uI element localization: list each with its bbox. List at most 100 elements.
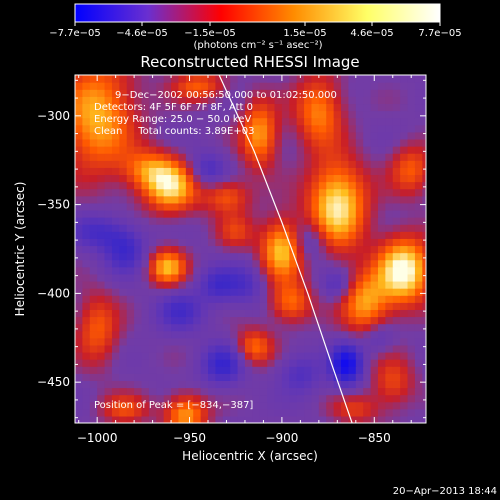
heatmap-cell: [385, 415, 394, 423]
heatmap-cell: [281, 288, 290, 296]
heatmap-cell: [237, 366, 246, 374]
heatmap-cell: [392, 96, 401, 105]
heatmap-cell: [89, 238, 98, 247]
heatmap-cell: [134, 89, 143, 97]
heatmap-cell: [392, 103, 401, 112]
heatmap-cell: [296, 110, 305, 119]
heatmap-cell: [97, 231, 106, 239]
heatmap-cell: [363, 131, 372, 140]
heatmap-cell: [237, 387, 246, 396]
heatmap-cell: [400, 202, 409, 211]
heatmap-cell: [178, 302, 187, 310]
heatmap-cell: [274, 280, 283, 289]
heatmap-cell: [185, 231, 194, 239]
heatmap-cell: [82, 181, 91, 190]
heatmap-cell: [185, 351, 194, 360]
heatmap-cell: [193, 217, 202, 225]
heatmap-cell: [311, 167, 320, 176]
heatmap-cell: [97, 217, 106, 225]
heatmap-cell: [119, 359, 128, 367]
heatmap-cell: [274, 124, 283, 133]
heatmap-cell: [104, 394, 113, 403]
heatmap-cell: [355, 89, 364, 97]
heatmap-cell: [193, 231, 202, 239]
heatmap-cell: [222, 117, 231, 126]
heatmap-cell: [304, 181, 313, 190]
heatmap-cell: [230, 153, 239, 161]
heatmap-cell: [318, 337, 327, 346]
heatmap-cell: [82, 117, 91, 126]
heatmap-cell: [148, 401, 157, 410]
heatmap-cell: [407, 117, 416, 126]
heatmap-cell: [289, 75, 298, 83]
heatmap-cell: [97, 188, 106, 197]
heatmap-cell: [341, 82, 350, 90]
heatmap-cell: [126, 337, 135, 346]
heatmap-cell: [296, 288, 305, 296]
heatmap-cell: [185, 238, 194, 247]
heatmap-cell: [237, 359, 246, 367]
heatmap-cell: [126, 82, 135, 90]
heatmap-cell: [318, 96, 327, 105]
annotation-detectors: Detectors: 4F 5F 6F 7F 8F, Att 0: [94, 102, 253, 113]
heatmap-cell: [392, 174, 401, 183]
heatmap-cell: [252, 373, 261, 381]
heatmap-cell: [341, 359, 350, 367]
heatmap-cell: [75, 82, 83, 90]
heatmap-cell: [163, 351, 172, 360]
heatmap-cell: [89, 330, 98, 339]
heatmap-cell: [244, 302, 253, 310]
heatmap-cell: [259, 344, 268, 353]
heatmap-cell: [422, 302, 426, 310]
heatmap-cell: [244, 337, 253, 346]
heatmap-cell: [200, 380, 209, 389]
heatmap-cell: [355, 96, 364, 105]
heatmap-cell: [326, 146, 335, 154]
heatmap-cell: [111, 273, 120, 282]
heatmap-cell: [163, 75, 172, 83]
heatmap-cell: [363, 323, 372, 332]
heatmap-cell: [267, 188, 276, 197]
heatmap-cell: [230, 387, 239, 396]
heatmap-cell: [385, 174, 394, 183]
heatmap-cell: [422, 344, 426, 353]
heatmap-cell: [289, 96, 298, 105]
heatmap-cell: [341, 252, 350, 261]
heatmap-cell: [193, 96, 202, 105]
heatmap-cell: [370, 146, 379, 154]
heatmap-cell: [230, 351, 239, 360]
heatmap-cell: [267, 394, 276, 403]
heatmap-cell: [82, 217, 91, 225]
heatmap-cell: [237, 89, 246, 97]
heatmap-cell: [75, 231, 83, 239]
heatmap-cell: [326, 394, 335, 403]
heatmap-cell: [259, 337, 268, 346]
heatmap-cell: [171, 316, 180, 325]
heatmap-cell: [318, 75, 327, 83]
heatmap-cell: [178, 288, 187, 296]
heatmap-cell: [104, 124, 113, 133]
heatmap-cell: [414, 380, 423, 389]
heatmap-cell: [326, 153, 335, 161]
heatmap-cell: [333, 96, 342, 105]
heatmap-cell: [178, 181, 187, 190]
heatmap-cell: [75, 202, 83, 211]
heatmap-cell: [422, 280, 426, 289]
heatmap-cell: [370, 167, 379, 176]
heatmap-cell: [141, 266, 150, 275]
heatmap-cell: [97, 323, 106, 332]
heatmap-cell: [230, 295, 239, 303]
heatmap-cell: [97, 380, 106, 389]
heatmap-cell: [200, 344, 209, 353]
heatmap-cell: [304, 351, 313, 360]
heatmap-cell: [208, 188, 216, 197]
x-tick-label: −1000: [77, 431, 118, 445]
heatmap-cell: [274, 96, 283, 105]
heatmap-cell: [422, 96, 426, 105]
heatmap-cell: [89, 110, 98, 119]
heatmap-cell: [82, 174, 91, 183]
heatmap-cell: [274, 337, 283, 346]
heatmap-cell: [274, 266, 283, 275]
annotation-time-range: 9−Dec−2002 00:56:50.000 to 01:02:50.000: [115, 90, 337, 101]
heatmap-cell: [89, 366, 98, 374]
